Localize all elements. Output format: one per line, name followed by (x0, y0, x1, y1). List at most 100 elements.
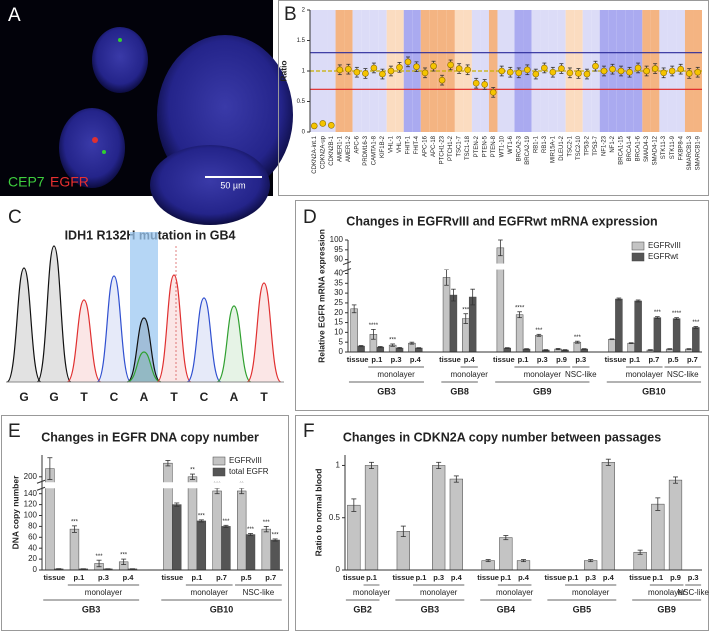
bar (449, 478, 463, 571)
x-tick-label: BRCA1-4 (627, 135, 633, 161)
x-tick-label: tissue (477, 573, 499, 582)
bar (608, 338, 616, 353)
panel-label: A (8, 5, 21, 26)
x-tick-label: p.4 (603, 573, 615, 582)
peak (126, 351, 162, 383)
x-tick-label: NF1-23 (602, 135, 608, 156)
y-tick-label: 10 (334, 327, 343, 336)
y-axis-label: DNA copy number (10, 475, 20, 550)
dot (532, 70, 540, 78)
dot (498, 67, 506, 75)
x-tick-label: p.3 (688, 573, 699, 582)
group-label: GB10 (210, 604, 234, 614)
y-tick-label: 0.5 (329, 513, 341, 522)
x-tick-label: SMAD4-3 (644, 135, 650, 162)
bar (573, 341, 582, 353)
y-tick-label: 1 (336, 461, 341, 470)
subgroup-label: NSC-like (667, 370, 699, 379)
y-tick-label: 1.5 (297, 38, 306, 44)
x-tick-label: CDKN2A-up (320, 135, 326, 169)
y-tick-label: 25 (334, 298, 343, 307)
stain-label: CEP7 (8, 174, 45, 190)
x-tick-label: TP53-2 (585, 135, 591, 155)
dot (319, 120, 327, 127)
dot (472, 79, 480, 87)
x-tick-label: tissue (161, 573, 183, 582)
x-tick-label: VHL-1 (389, 135, 395, 153)
x-tick-label: KIF1B-2 (380, 135, 386, 158)
dot (396, 64, 403, 71)
y-tick-label: 40 (28, 543, 37, 552)
bar (69, 528, 80, 571)
bar (347, 504, 361, 571)
panel-label: E (8, 421, 21, 442)
group-label: GB9 (533, 386, 552, 396)
dot (370, 64, 378, 72)
dot (668, 67, 676, 75)
dot (643, 67, 650, 75)
y-tick-label: 20 (28, 554, 37, 563)
group-label: GB4 (497, 604, 516, 614)
bar (615, 298, 623, 353)
dot (592, 62, 599, 70)
x-tick-label: p.3 (537, 355, 548, 364)
y-tick-label: 95 (334, 245, 343, 254)
x-tick-label: p.5 (241, 573, 252, 582)
bar (212, 490, 222, 571)
group-label: GB9 (657, 604, 676, 614)
stain-label: EGFR (50, 174, 89, 190)
y-tick-label: 120 (24, 500, 38, 509)
subgroup-label: monolayer (626, 370, 664, 379)
x-tick-label: APC-16 (423, 135, 429, 157)
bar (653, 317, 662, 353)
x-tick-label: p.1 (371, 355, 382, 364)
dot (617, 67, 625, 75)
x-tick-label: p.1 (366, 573, 377, 582)
dot (464, 66, 471, 74)
x-tick-label: tissue (493, 355, 515, 364)
group-label: GB3 (421, 604, 440, 614)
panel-label: C (8, 207, 22, 228)
significance: *** (272, 533, 280, 539)
x-tick-label: p.1 (629, 355, 640, 364)
significance: *** (71, 519, 79, 525)
x-tick-label: p.4 (518, 573, 530, 582)
y-tick-label: 100 (330, 235, 344, 244)
x-tick-label: BRCA2-19 (525, 135, 531, 164)
dot (558, 65, 565, 72)
x-tick-label: p.1 (73, 573, 84, 582)
bar (692, 327, 700, 353)
base-label: A (140, 390, 149, 404)
x-tick-label: APC-6 (354, 135, 360, 153)
subgroup-label: monolayer (572, 588, 610, 597)
x-tick-label: TSC1-18 (465, 135, 471, 160)
x-tick-label: tissue (343, 573, 365, 582)
subgroup-label: monolayer (85, 588, 123, 597)
significance: *** (535, 328, 543, 334)
significance: *** (654, 310, 662, 316)
base-label: A (230, 390, 239, 404)
y-tick-label: 40 (334, 269, 343, 278)
bar (261, 528, 271, 571)
dot (387, 67, 395, 75)
signal (92, 137, 98, 143)
significance: *** (692, 320, 700, 326)
bar (601, 462, 615, 571)
subgroup-label: monolayer (377, 370, 415, 379)
subgroup-label: monolayer (420, 588, 458, 597)
x-tick-label: tissue (629, 573, 651, 582)
subgroup-label: NSC-like (565, 370, 597, 379)
peak (126, 317, 162, 383)
dot (609, 65, 616, 73)
dot (583, 70, 591, 78)
peak (36, 245, 72, 383)
x-tick-label: WT1-6 (508, 135, 514, 154)
x-tick-label: FHIT-4 (414, 135, 420, 154)
significance: *** (263, 520, 271, 526)
y-tick-label: 200 (24, 472, 38, 481)
x-tick-label: p.1 (192, 573, 203, 582)
dot (345, 65, 352, 73)
x-tick-label: APC-18 (431, 135, 437, 157)
x-tick-label: p.4 (464, 355, 476, 364)
